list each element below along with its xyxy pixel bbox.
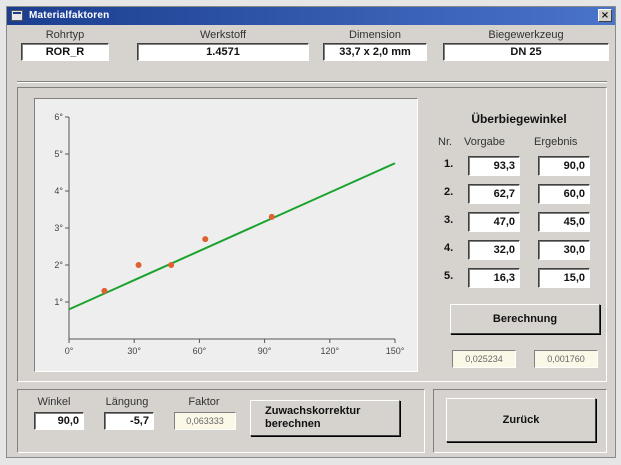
faktor-field: 0,063333	[174, 412, 236, 430]
ergebnis-field[interactable]: 60,0	[538, 184, 590, 204]
werkstoff-group: Werkstoff 1.4571	[137, 29, 309, 61]
vorgabe-field[interactable]: 62,7	[468, 184, 520, 204]
zurueck-button[interactable]: Zurück	[446, 398, 596, 442]
window-title: Materialfaktoren	[29, 10, 110, 21]
vorgabe-field[interactable]: 93,3	[468, 156, 520, 176]
row-number: 1.	[444, 158, 454, 170]
y-tick-label: 3°	[54, 223, 63, 233]
ergebnis-field[interactable]: 30,0	[538, 240, 590, 260]
data-point	[135, 262, 142, 268]
row-number: 5.	[444, 270, 454, 282]
table-row: 3. 47,0 45,0	[434, 212, 604, 232]
row-number: 4.	[444, 242, 454, 254]
table-row: 4. 32,0 30,0	[434, 240, 604, 260]
winkel-field[interactable]: 90,0	[34, 412, 84, 430]
fit-line	[68, 162, 396, 311]
berechnung-button[interactable]: Berechnung	[450, 304, 600, 334]
x-tick-label: 0°	[65, 346, 74, 356]
row-number: 2.	[444, 186, 454, 198]
correction-chart: 1° 2° 3° 4° 5° 6° 0° 30° 60° 90° 120° 150°	[34, 98, 418, 372]
y-tick-label: 5°	[54, 149, 63, 159]
zurueck-panel: Zurück	[433, 389, 607, 453]
header-separator	[17, 81, 607, 83]
ergebnis-field[interactable]: 90,0	[538, 156, 590, 176]
y-tick-label: 4°	[54, 186, 63, 196]
x-tick-label: 30°	[127, 346, 141, 356]
close-button[interactable]: ×	[598, 9, 612, 22]
table-row: 1. 93,3 90,0	[434, 156, 604, 176]
dimension-label: Dimension	[349, 29, 401, 41]
vorgabe-field[interactable]: 16,3	[468, 268, 520, 288]
vorgabe-field[interactable]: 32,0	[468, 240, 520, 260]
rohrtyp-label: Rohrtyp	[45, 29, 85, 41]
ueberbiegewinkel-title: Überbiegewinkel	[471, 112, 567, 126]
winkel-label: Winkel	[37, 396, 71, 408]
result-b-field: 0,001760	[534, 350, 598, 368]
biegewerkzeug-group: Biegewerkzeug DN 25	[443, 29, 609, 61]
laengung-label: Längung	[105, 396, 149, 408]
faktor-label: Faktor	[188, 396, 220, 408]
ergebnis-field[interactable]: 15,0	[538, 268, 590, 288]
werkstoff-label: Werkstoff	[199, 29, 247, 41]
x-tick-label: 120°	[320, 346, 339, 356]
data-point	[101, 287, 108, 294]
x-tick-label: 90°	[258, 346, 272, 356]
title-bar[interactable]: Materialfaktoren ×	[7, 7, 615, 25]
x-tick-label: 60°	[193, 346, 207, 356]
laengung-field[interactable]: -5,7	[104, 412, 154, 430]
col-vorgabe-header: Vorgabe	[464, 136, 505, 148]
table-row: 5. 16,3 15,0	[434, 268, 604, 288]
zuwachskorrektur-button[interactable]: Zuwachskorrektur berechnen	[250, 400, 400, 436]
y-tick-label: 6°	[54, 112, 63, 122]
biegewerkzeug-field[interactable]: DN 25	[443, 43, 609, 61]
materialfaktoren-window: Materialfaktoren × Rohrtyp ROR_R Werksto…	[6, 6, 616, 458]
data-point	[168, 262, 175, 268]
y-tick-label: 2°	[54, 260, 63, 270]
y-tick-label: 1°	[54, 297, 63, 307]
ergebnis-field[interactable]: 45,0	[538, 212, 590, 232]
table-row: 2. 62,7 60,0	[434, 184, 604, 204]
dimension-group: Dimension 33,7 x 2,0 mm	[323, 29, 427, 61]
window-icon	[11, 10, 23, 21]
biegewerkzeug-label: Biegewerkzeug	[488, 29, 564, 41]
data-point	[268, 213, 275, 220]
zuwachskorrektur-label-line2: berechnen	[265, 418, 321, 430]
chart-svg: 1° 2° 3° 4° 5° 6° 0° 30° 60° 90° 120° 150°	[54, 112, 405, 356]
rohrtyp-group: Rohrtyp ROR_R	[21, 29, 109, 61]
rohrtyp-field[interactable]: ROR_R	[21, 43, 109, 61]
col-ergebnis-header: Ergebnis	[534, 136, 578, 148]
dimension-field[interactable]: 33,7 x 2,0 mm	[323, 43, 427, 61]
main-panel: 1° 2° 3° 4° 5° 6° 0° 30° 60° 90° 120° 150° Überbieg…	[17, 87, 607, 382]
zuwachs-panel: Winkel 90,0 Längung -5,7 Faktor 0,063333…	[17, 389, 425, 453]
werkstoff-field[interactable]: 1.4571	[137, 43, 309, 61]
header-fields: Rohrtyp ROR_R Werkstoff 1.4571 Dimension…	[17, 29, 609, 75]
vorgabe-field[interactable]: 47,0	[468, 212, 520, 232]
data-point	[202, 236, 209, 243]
zuwachskorrektur-label-line1: Zuwachskorrektur	[265, 405, 361, 417]
x-tick-label: 150°	[386, 346, 405, 356]
row-number: 3.	[444, 214, 454, 226]
result-a-field: 0,025234	[452, 350, 516, 368]
col-nr-header: Nr.	[438, 136, 453, 148]
